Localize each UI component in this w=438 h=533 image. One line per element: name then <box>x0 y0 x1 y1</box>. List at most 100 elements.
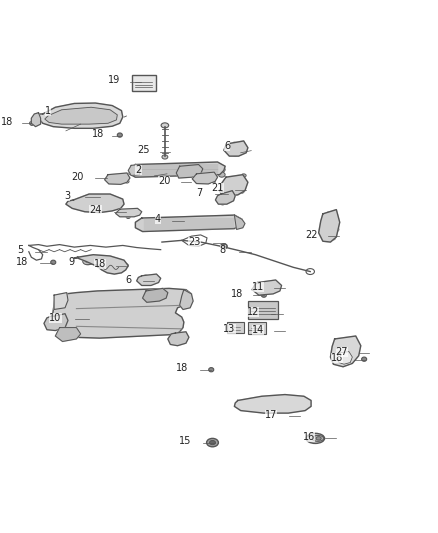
Polygon shape <box>116 208 142 217</box>
Ellipse shape <box>351 352 356 356</box>
Ellipse shape <box>109 206 116 211</box>
Polygon shape <box>137 274 161 286</box>
Ellipse shape <box>161 123 169 128</box>
Ellipse shape <box>219 187 232 195</box>
Polygon shape <box>129 162 225 177</box>
Ellipse shape <box>234 154 237 155</box>
Ellipse shape <box>348 359 353 364</box>
Ellipse shape <box>332 237 334 239</box>
Ellipse shape <box>112 175 127 182</box>
Ellipse shape <box>230 182 240 189</box>
Ellipse shape <box>306 433 325 443</box>
Polygon shape <box>142 288 168 302</box>
Ellipse shape <box>240 190 244 193</box>
Ellipse shape <box>126 215 131 219</box>
Polygon shape <box>215 191 235 204</box>
Ellipse shape <box>207 438 219 447</box>
Ellipse shape <box>123 263 128 268</box>
Text: 27: 27 <box>336 346 348 357</box>
Text: 6: 6 <box>125 275 131 285</box>
Ellipse shape <box>143 275 148 278</box>
Ellipse shape <box>176 338 180 340</box>
Ellipse shape <box>86 260 90 263</box>
Text: 5: 5 <box>18 246 24 255</box>
Text: 25: 25 <box>137 145 149 155</box>
Ellipse shape <box>273 284 278 287</box>
Bar <box>132 75 155 91</box>
Bar <box>248 322 265 334</box>
Text: 23: 23 <box>188 237 201 247</box>
Ellipse shape <box>330 236 336 240</box>
Ellipse shape <box>362 357 367 361</box>
Ellipse shape <box>240 149 242 150</box>
Ellipse shape <box>30 121 35 125</box>
Text: 4: 4 <box>155 214 161 224</box>
Bar <box>227 322 244 333</box>
Polygon shape <box>32 113 41 127</box>
Ellipse shape <box>238 147 243 151</box>
Polygon shape <box>72 255 128 274</box>
Ellipse shape <box>153 293 160 297</box>
Polygon shape <box>176 165 203 178</box>
Polygon shape <box>66 194 124 213</box>
Ellipse shape <box>328 213 330 215</box>
Text: 3: 3 <box>64 191 70 201</box>
Polygon shape <box>338 352 352 364</box>
Ellipse shape <box>48 119 52 123</box>
Polygon shape <box>192 172 218 184</box>
Ellipse shape <box>112 311 120 316</box>
Ellipse shape <box>341 346 346 351</box>
Text: 9: 9 <box>68 257 74 267</box>
Text: 11: 11 <box>252 282 264 292</box>
Polygon shape <box>221 175 248 196</box>
Ellipse shape <box>211 180 215 183</box>
Bar <box>248 302 278 319</box>
Polygon shape <box>105 173 130 184</box>
Ellipse shape <box>241 174 246 177</box>
Text: 20: 20 <box>71 172 84 182</box>
Polygon shape <box>330 336 361 367</box>
Ellipse shape <box>201 175 213 181</box>
Ellipse shape <box>173 336 183 342</box>
Polygon shape <box>224 141 248 156</box>
Ellipse shape <box>332 219 337 223</box>
Text: 13: 13 <box>223 324 236 334</box>
Ellipse shape <box>248 399 267 405</box>
Ellipse shape <box>133 85 138 88</box>
Text: 17: 17 <box>265 410 277 420</box>
Text: 21: 21 <box>212 183 224 193</box>
Polygon shape <box>55 328 81 342</box>
Text: 20: 20 <box>158 176 170 186</box>
Polygon shape <box>234 215 245 229</box>
Polygon shape <box>234 394 311 413</box>
Ellipse shape <box>334 227 339 231</box>
Text: 19: 19 <box>108 75 120 85</box>
Ellipse shape <box>232 142 237 147</box>
Polygon shape <box>37 103 123 128</box>
Ellipse shape <box>224 197 228 199</box>
Ellipse shape <box>233 143 236 145</box>
Text: 18: 18 <box>94 260 106 269</box>
Ellipse shape <box>126 211 134 216</box>
Ellipse shape <box>208 368 214 372</box>
Ellipse shape <box>162 155 168 159</box>
Ellipse shape <box>312 435 324 441</box>
Text: 18: 18 <box>331 353 343 364</box>
Ellipse shape <box>303 402 309 407</box>
Text: 22: 22 <box>305 230 318 240</box>
Ellipse shape <box>249 310 254 314</box>
Ellipse shape <box>335 229 338 230</box>
Ellipse shape <box>154 309 172 319</box>
Ellipse shape <box>52 319 62 326</box>
Text: 12: 12 <box>247 307 259 317</box>
Ellipse shape <box>118 268 121 270</box>
Ellipse shape <box>68 113 78 119</box>
Polygon shape <box>252 280 282 295</box>
Text: 18: 18 <box>230 289 243 299</box>
Ellipse shape <box>272 310 277 314</box>
Ellipse shape <box>184 166 197 175</box>
Ellipse shape <box>148 85 153 88</box>
Ellipse shape <box>150 280 155 284</box>
Ellipse shape <box>149 290 164 300</box>
Text: 16: 16 <box>303 432 315 442</box>
